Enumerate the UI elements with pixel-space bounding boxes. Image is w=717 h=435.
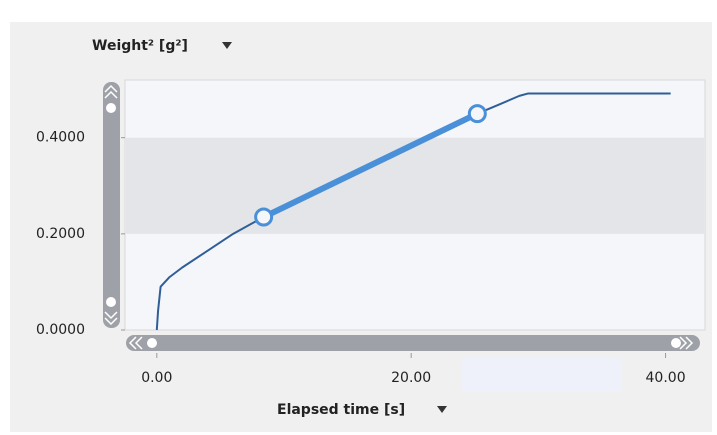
- scroll-arrow[interactable]: [104, 84, 118, 99]
- x-tick-label: 20.00: [391, 370, 431, 386]
- x-dropdown[interactable]: [437, 406, 447, 413]
- x-tick-label: 0.00: [141, 370, 172, 386]
- scroll-arrow[interactable]: [104, 311, 118, 326]
- highlight-region: [462, 358, 622, 392]
- y-dropdown[interactable]: [222, 42, 232, 49]
- y-tick-label: 0.2000: [36, 226, 85, 242]
- scroll-thumb[interactable]: [103, 82, 120, 328]
- y-tick-label: 0.4000: [36, 130, 85, 146]
- plot: [126, 92, 704, 331]
- scroll-arrow[interactable]: [128, 336, 143, 350]
- x-tick-label: 40.00: [646, 370, 686, 386]
- scroll-handle[interactable]: [106, 297, 116, 307]
- scroll-thumb[interactable]: [126, 335, 700, 351]
- y-tick-label: 0.0000: [36, 322, 85, 338]
- scroll-handle[interactable]: [106, 103, 116, 113]
- x-axis-label: Elapsed time [s]: [277, 402, 405, 418]
- scroll-arrow[interactable]: [679, 336, 694, 350]
- y-axis-label: Weight² [g²]: [92, 38, 188, 54]
- vertical-scrollbar[interactable]: [103, 82, 120, 328]
- scroll-handle[interactable]: [671, 338, 681, 348]
- band: [126, 137, 704, 234]
- data-point: [467, 104, 487, 124]
- horizontal-scrollbar[interactable]: [126, 335, 700, 351]
- scroll-handle[interactable]: [147, 338, 157, 348]
- data-point: [254, 207, 274, 227]
- data-line: [262, 110, 479, 220]
